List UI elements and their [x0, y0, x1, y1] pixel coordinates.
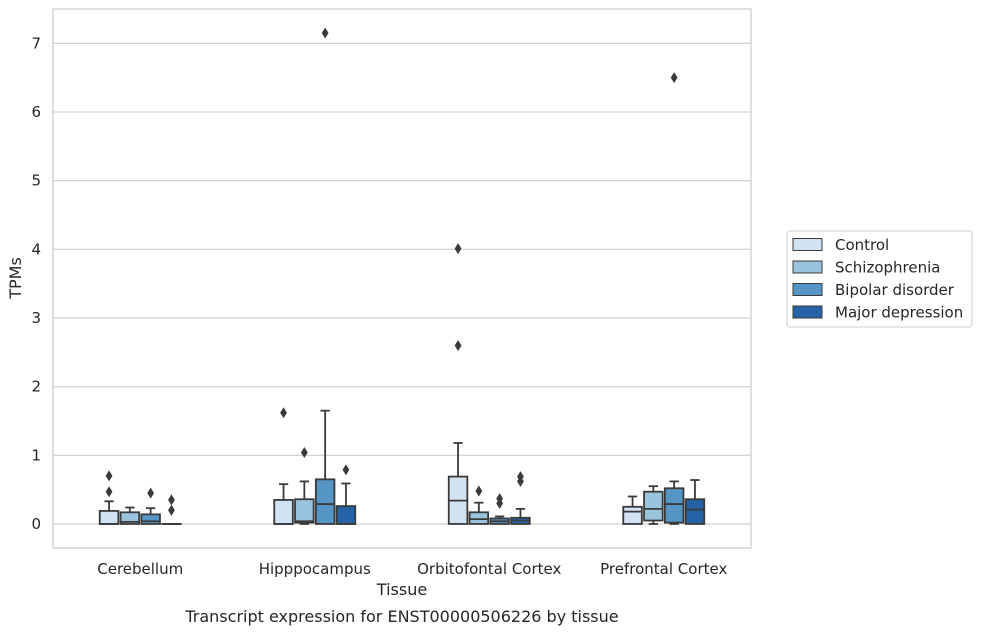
legend-swatch	[792, 260, 823, 274]
box-plot	[622, 495, 643, 525]
x-tick-label: Prefrontal Cortex	[600, 560, 727, 578]
outlier-point	[517, 471, 524, 483]
legend-swatch	[792, 238, 823, 251]
box-plot	[140, 487, 161, 525]
outlier-point	[454, 339, 462, 351]
outlier-point	[670, 72, 678, 84]
box-plots	[98, 27, 706, 525]
outlier-point	[342, 464, 350, 476]
outlier-point	[454, 243, 462, 255]
legend-item: Bipolar disorder	[792, 281, 955, 299]
outlier-point	[105, 486, 113, 498]
y-tick-label: 1	[31, 446, 41, 464]
y-axis-title: TPMs	[6, 257, 25, 300]
y-tick-label: 5	[31, 172, 41, 190]
box	[622, 505, 643, 525]
outlier-point	[168, 504, 175, 516]
box-plot	[643, 485, 664, 525]
x-tick-label: Orbitofontal Cortex	[417, 560, 561, 578]
box-plot	[161, 494, 182, 525]
legend-label: Bipolar disorder	[835, 281, 955, 299]
box	[335, 505, 357, 525]
box-plot	[510, 471, 531, 525]
legend-item: Schizophrenia	[792, 259, 940, 277]
y-tick-label: 4	[31, 240, 41, 258]
box-plot	[684, 479, 706, 525]
x-tick-label: Cerebellum	[97, 560, 183, 578]
box	[663, 487, 685, 524]
x-tick-label: Hipppocampus	[259, 560, 371, 578]
box-plot	[663, 72, 685, 525]
box-plot	[335, 464, 357, 525]
y-tick-label: 0	[31, 515, 41, 533]
y-tick-label: 2	[31, 378, 41, 396]
legend-item: Major depression	[792, 304, 963, 322]
outlier-point	[300, 447, 308, 459]
box	[98, 510, 120, 525]
box-plot	[98, 470, 120, 525]
plot-area-frame	[52, 8, 752, 549]
outlier-point	[280, 407, 287, 419]
box	[140, 513, 161, 525]
box	[643, 490, 664, 522]
legend-swatch	[792, 305, 823, 319]
x-axis-ticks: Cerebellum Hipppocampus Orbitofontal Corte…	[97, 560, 727, 578]
legend-label: Major depression	[835, 304, 963, 322]
box	[468, 511, 490, 525]
outlier-point	[475, 485, 483, 497]
box-plot	[489, 493, 510, 525]
box	[684, 498, 706, 525]
y-tick-label: 6	[31, 103, 41, 121]
box	[314, 478, 336, 525]
box-plot	[447, 243, 469, 525]
outlier-point	[105, 470, 113, 482]
outlier-point	[168, 494, 175, 506]
legend-frame	[786, 230, 973, 328]
box-plot	[294, 447, 315, 525]
box-plot	[119, 506, 141, 525]
box	[294, 498, 315, 524]
outlier-point	[321, 27, 329, 39]
legend-swatch	[792, 283, 823, 296]
x-axis-title: Tissue	[376, 580, 427, 599]
legend-label: Control	[835, 236, 889, 254]
outlier-point	[147, 487, 155, 499]
legend-item: Control	[792, 236, 889, 254]
y-tick-label: 7	[31, 34, 41, 52]
box-plot	[314, 27, 336, 525]
y-axis-ticks: 0 1 2 3 4 5 6 7	[31, 34, 41, 533]
chart-caption: Transcript expression for ENST0000050622…	[184, 607, 618, 626]
box-plot	[468, 485, 490, 525]
outlier-point	[496, 493, 504, 505]
y-tick-label: 3	[31, 309, 41, 327]
box	[273, 499, 294, 525]
box-plot	[273, 407, 294, 525]
legend-label: Schizophrenia	[835, 259, 940, 277]
box	[119, 511, 141, 525]
legend: Control Schizophrenia Bipolar disorder Majo…	[786, 230, 973, 328]
